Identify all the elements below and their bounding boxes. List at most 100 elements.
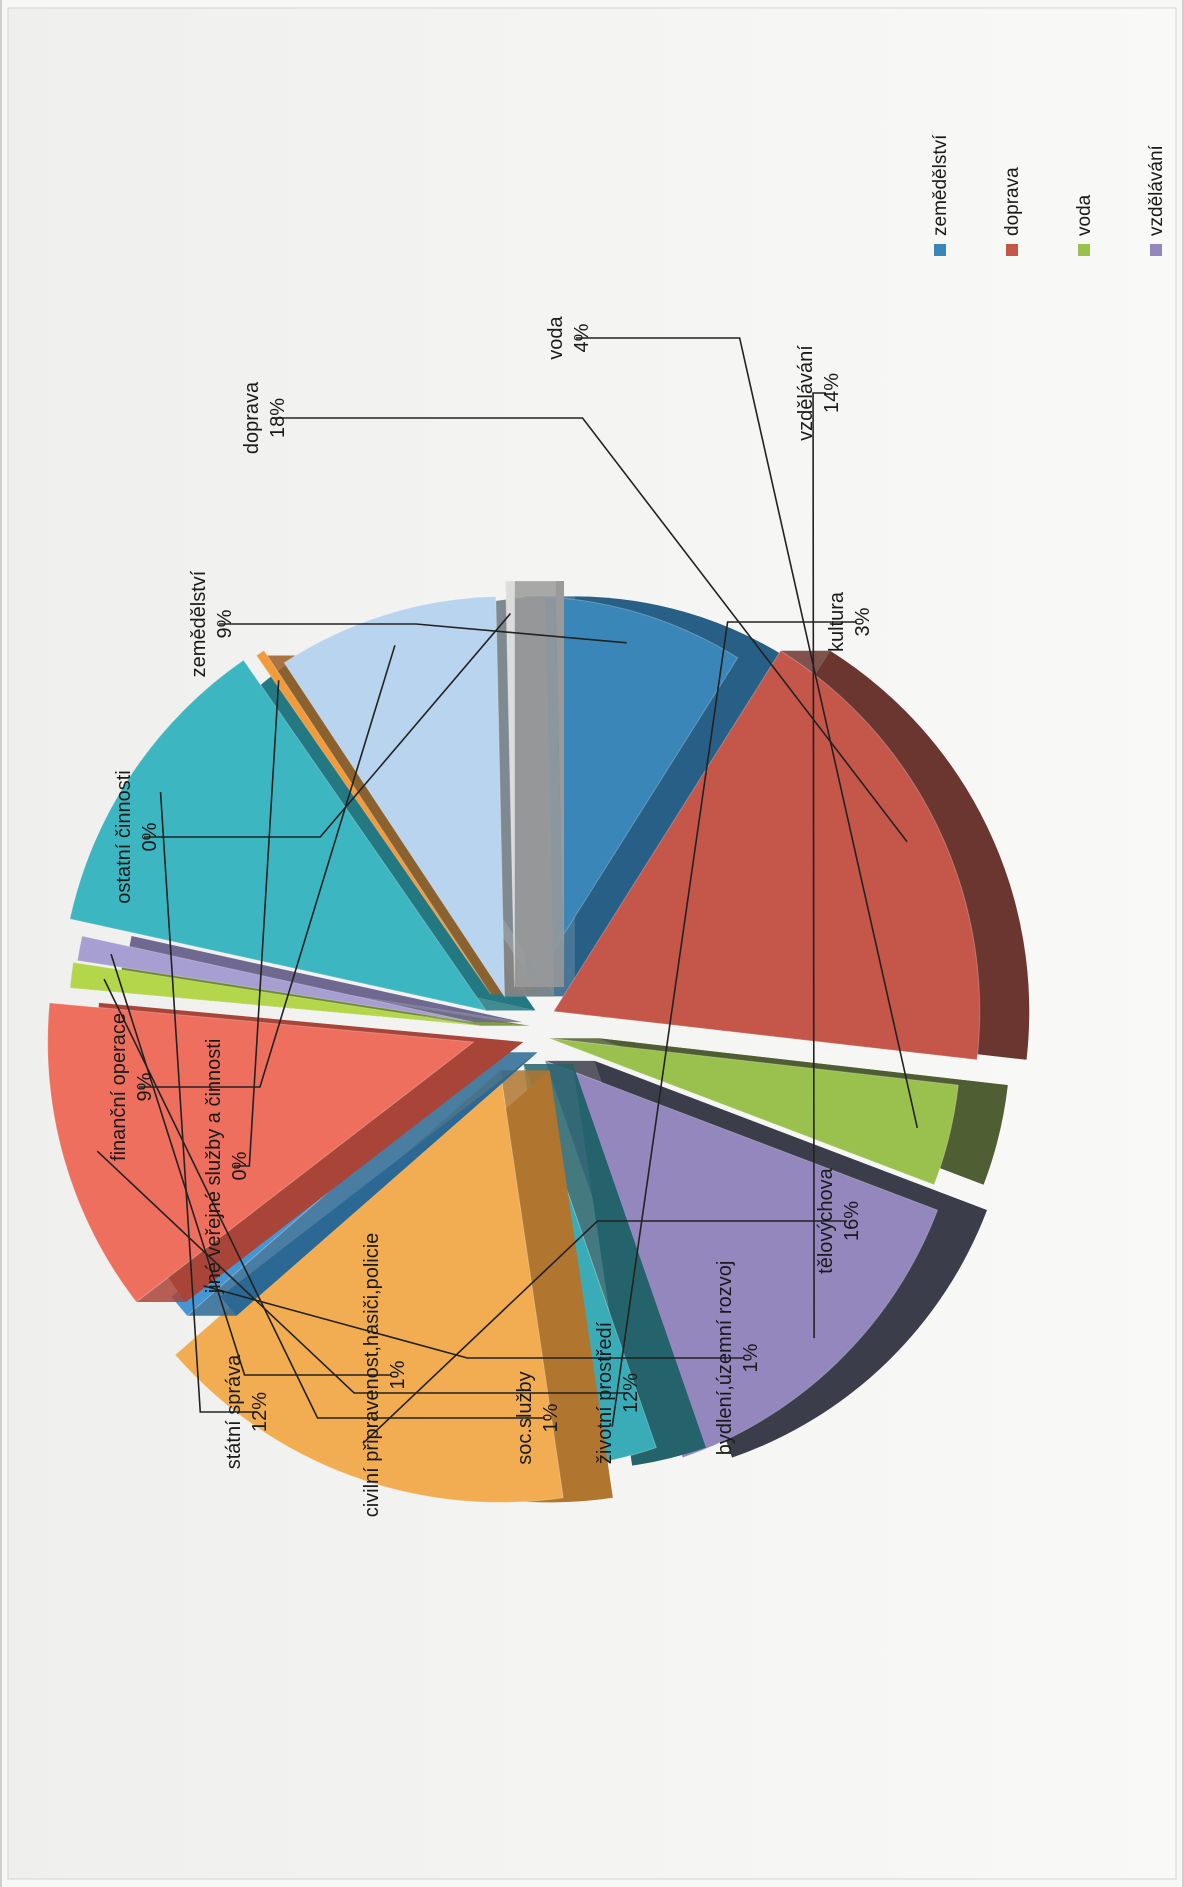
legend-label: doprava (1002, 167, 1023, 236)
data-label-value: 12% (249, 1392, 271, 1432)
data-label-value: 12% (620, 1373, 642, 1413)
data-label-value: 14% (821, 373, 843, 413)
leader-line-telovychova (362, 1220, 846, 1444)
data-label-value: 3% (852, 607, 874, 636)
data-label-name: voda (545, 315, 567, 359)
data-label-statni-sprava: státní správa 12% (223, 1354, 271, 1469)
slice-top-financni-operace (283, 596, 506, 999)
leader-line-bydleni-uzemni-rozvoj (203, 1285, 745, 1359)
data-label-name: státní správa (223, 1354, 245, 1469)
slice-side-civilni-pripravenost-hasici-policie (126, 936, 523, 1023)
slice-wall-vzdelavani (544, 1060, 988, 1211)
data-label-value: 18% (267, 398, 289, 438)
slice-side-ostatni-cinnosti (555, 581, 565, 988)
data-label-name: soc.služby (514, 1371, 536, 1464)
pie-slice-financni-operace (283, 596, 555, 999)
data-label-name: vzdělávání (795, 345, 817, 441)
data-label-voda: voda 4% (545, 315, 593, 359)
data-label-name: finanční operace (108, 1013, 130, 1161)
slice-wall-ostatni-cinnosti (505, 581, 565, 988)
legend-swatch (1150, 244, 1162, 256)
data-label-financni-operace: finanční operace 9% (108, 1013, 156, 1161)
data-label-name: tělovýchova (815, 1167, 837, 1273)
legend-label: zemědělství (930, 134, 951, 236)
data-label-value: 1% (740, 1343, 762, 1372)
data-label-value: 16% (841, 1201, 863, 1241)
leader-line-soc-sluzby (103, 978, 545, 1419)
scan-edge-right (1182, 0, 1184, 1887)
data-label-bydleni-uzemni-rozvoj: bydlení,územní rozvoj 1% (714, 1261, 762, 1456)
leader-line-financni-operace (139, 645, 396, 1088)
data-label-jine-verejne-sluzby-a-cinnosti: jiné veřejné služby a činnosti 0% (203, 1039, 251, 1295)
slice-top-telovychova (174, 1069, 564, 1503)
pie-slice-zivotni-prostredi (47, 1002, 524, 1303)
data-label-zemedelstvi: zemědělství 9% (188, 570, 236, 677)
data-label-ostatni-cinnosti: ostatní činnosti 0% (113, 770, 161, 903)
slice-wall-zivotni-prostredi (136, 1041, 524, 1303)
legend: zemědělstvídopravavodavzděláváníkulturat… (930, 134, 1167, 256)
leader-line-voda (576, 337, 919, 1129)
data-label-value: 1% (540, 1403, 562, 1432)
data-label-value: 1% (387, 1360, 409, 1389)
legend-label: vzdělávání (1146, 144, 1167, 236)
legend-item-zemedelstvi: zemědělství (930, 134, 951, 256)
legend-item-vzdelavani: vzdělávání (1146, 144, 1167, 256)
data-label-kultura: kultura 3% (826, 591, 874, 652)
pie-slices (47, 580, 1030, 1503)
legend-swatch (1078, 244, 1090, 256)
pie-slice-doprava (552, 650, 1030, 1061)
slice-top-statni-sprava (69, 659, 488, 1012)
data-label-zivotni-prostredi: životní prostředí 12% (594, 1321, 642, 1464)
slice-wall-voda (549, 1038, 1008, 1086)
leader-line-zivotni-prostredi (96, 1150, 625, 1394)
data-label-name: zemědělství (188, 570, 210, 677)
leader-line-ostatni-cinnosti (144, 612, 512, 838)
slice-wall-kultura (523, 1063, 706, 1448)
data-label-doprava: doprava 18% (241, 381, 289, 454)
slice-wall-bydleni-uzemni-rozvoj (187, 1052, 538, 1316)
slice-top-ostatni-cinnosti (505, 580, 516, 988)
data-labels: zemědělství 9%doprava 18%voda 4%vzdělávání 1… (108, 315, 874, 1517)
leader-line-statni-sprava (159, 792, 254, 1413)
data-label-name: kultura (826, 591, 848, 652)
leader-line-vzdelavani (812, 392, 826, 1339)
data-label-name: ostatní činnosti (113, 770, 135, 903)
leader-lines (96, 337, 919, 1444)
pie-slice-telovychova (174, 1069, 613, 1503)
slice-wall-telovychova (500, 1070, 613, 1498)
data-label-name: jiné veřejné služby a činnosti (203, 1039, 225, 1295)
legend-label: voda (1074, 194, 1095, 236)
legend-item-voda: voda (1074, 194, 1095, 256)
pie-slice-ostatni-cinnosti (505, 580, 565, 988)
slice-top-vzdelavani (544, 1060, 939, 1459)
pie-slice-vzdelavani (544, 1060, 988, 1459)
slice-top-jine-verejne-sluzby-a-cinnosti (255, 649, 492, 995)
data-label-value: 0% (229, 1151, 251, 1180)
leader-line-zemedelstvi (219, 623, 627, 644)
leader-line-doprava (272, 417, 908, 843)
legend-swatch (1006, 244, 1018, 256)
scan-edge-left (0, 0, 2, 1887)
slice-top-voda (548, 1037, 959, 1186)
data-label-value: 0% (139, 822, 161, 851)
data-label-telovychova: tělovýchova 16% (815, 1167, 863, 1273)
data-label-name: životní prostředí (594, 1321, 616, 1464)
data-label-value: 9% (214, 609, 236, 638)
slice-top-zivotni-prostredi (47, 1002, 476, 1303)
data-label-name: civilní připravenost,hasiči,policie (361, 1233, 383, 1518)
leader-line-kultura (611, 621, 857, 1427)
slice-top-civilni-pripravenost-hasici-policie (76, 935, 473, 1023)
slice-top-doprava (552, 650, 981, 1061)
data-label-value: 4% (571, 323, 593, 352)
data-label-value: 9% (134, 1072, 156, 1101)
pie-slice-civilni-pripravenost-hasici-policie (76, 935, 523, 1023)
data-label-civilni-pripravenost-hasici-policie: civilní připravenost,hasiči,policie 1% (361, 1233, 409, 1518)
leader-line-jine-verejne-sluzby-a-cinnosti (234, 680, 280, 1167)
data-label-name: doprava (241, 381, 263, 454)
data-label-name: bydlení,územní rozvoj (714, 1261, 736, 1456)
data-label-soc-sluzby: soc.služby 1% (514, 1371, 562, 1464)
legend-item-doprava: doprava (1002, 167, 1023, 256)
legend-swatch (934, 244, 946, 256)
